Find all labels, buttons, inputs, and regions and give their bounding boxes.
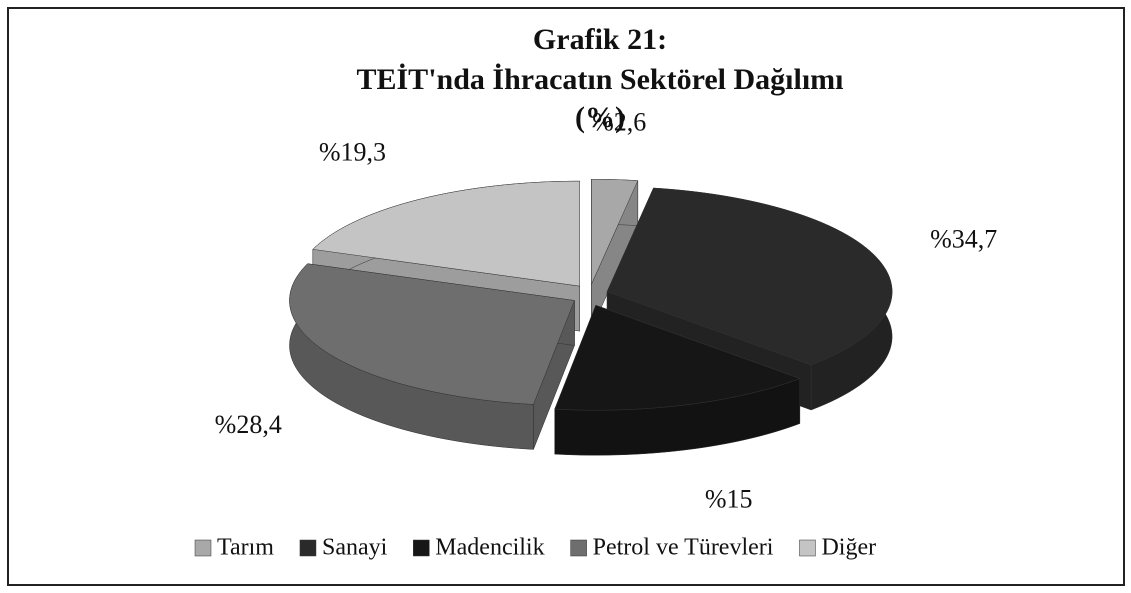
data-label: %28,4	[215, 410, 282, 439]
legend-swatch	[799, 539, 816, 557]
data-label: %15	[705, 485, 753, 514]
slice	[554, 304, 801, 411]
slice	[591, 178, 639, 285]
slice	[312, 180, 580, 287]
legend-label: Diğer	[821, 535, 876, 561]
chart-frame	[7, 7, 1125, 586]
legend-swatch	[299, 539, 317, 557]
legend-label: Madencilik	[435, 535, 544, 561]
chart-subtitle: TEİT'nda İhracatın Sektörel Dağılımı	[356, 63, 843, 96]
legend-label: Tarım	[217, 535, 274, 561]
data-label: %34,7	[930, 225, 997, 254]
legend-swatch	[570, 539, 587, 557]
slice	[606, 187, 893, 366]
data-label: %19,3	[319, 138, 386, 167]
chart-title: Grafik 21:	[533, 23, 667, 56]
unit-label: (%)	[575, 101, 625, 134]
legend-swatch	[194, 539, 212, 557]
legend-label: Petrol ve Türevleri	[593, 535, 774, 561]
legend-label: Sanayi	[322, 535, 388, 561]
data-label: %2,6	[592, 108, 646, 137]
legend-swatch	[413, 539, 430, 557]
slice	[289, 263, 575, 405]
